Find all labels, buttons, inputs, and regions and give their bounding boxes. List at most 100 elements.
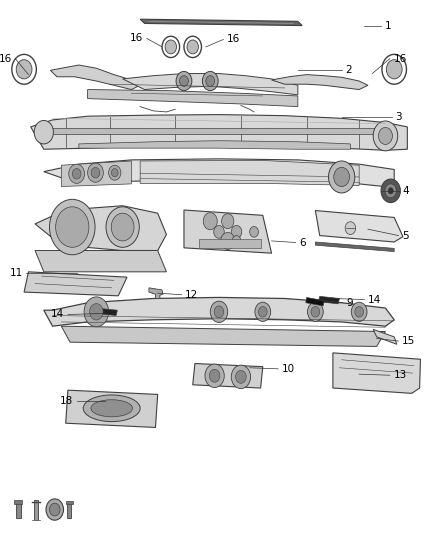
Polygon shape bbox=[373, 329, 397, 344]
Text: 16: 16 bbox=[130, 34, 143, 43]
Bar bbox=[66, 501, 73, 504]
Polygon shape bbox=[140, 160, 359, 185]
Circle shape bbox=[162, 36, 180, 58]
Text: 1: 1 bbox=[385, 21, 391, 30]
Circle shape bbox=[388, 188, 393, 194]
Text: 3: 3 bbox=[396, 112, 402, 122]
Polygon shape bbox=[315, 242, 394, 252]
Circle shape bbox=[231, 225, 242, 238]
Text: 9: 9 bbox=[346, 298, 353, 308]
Polygon shape bbox=[318, 296, 339, 304]
Circle shape bbox=[381, 179, 400, 203]
Polygon shape bbox=[61, 161, 131, 187]
Circle shape bbox=[12, 54, 36, 84]
Polygon shape bbox=[333, 353, 420, 393]
Circle shape bbox=[16, 60, 32, 79]
Text: 11: 11 bbox=[10, 269, 23, 278]
Circle shape bbox=[84, 297, 109, 327]
Text: 2: 2 bbox=[345, 66, 352, 75]
Polygon shape bbox=[149, 288, 163, 298]
Circle shape bbox=[49, 503, 60, 516]
Circle shape bbox=[109, 165, 121, 180]
Polygon shape bbox=[61, 326, 385, 346]
Circle shape bbox=[180, 76, 188, 86]
Circle shape bbox=[90, 304, 103, 320]
Circle shape bbox=[69, 164, 85, 183]
Circle shape bbox=[334, 167, 350, 187]
Circle shape bbox=[307, 302, 323, 321]
Circle shape bbox=[46, 499, 64, 520]
Circle shape bbox=[187, 40, 198, 54]
Polygon shape bbox=[140, 19, 302, 26]
Polygon shape bbox=[88, 90, 298, 107]
Polygon shape bbox=[123, 74, 298, 95]
Ellipse shape bbox=[91, 400, 132, 417]
Circle shape bbox=[232, 236, 241, 246]
Text: 15: 15 bbox=[402, 336, 415, 346]
Polygon shape bbox=[66, 390, 158, 427]
Circle shape bbox=[209, 369, 220, 382]
Bar bbox=[44, 128, 394, 134]
Bar bbox=[67, 502, 71, 518]
Polygon shape bbox=[44, 297, 394, 326]
Bar bbox=[199, 239, 261, 248]
Circle shape bbox=[91, 167, 100, 178]
Polygon shape bbox=[272, 75, 368, 90]
Circle shape bbox=[202, 71, 218, 91]
Polygon shape bbox=[44, 159, 394, 188]
Circle shape bbox=[236, 370, 246, 383]
Circle shape bbox=[382, 54, 406, 84]
Text: 16: 16 bbox=[227, 35, 240, 44]
Text: 14: 14 bbox=[368, 295, 381, 304]
Ellipse shape bbox=[83, 395, 140, 422]
Circle shape bbox=[203, 213, 217, 230]
Circle shape bbox=[386, 60, 402, 79]
Circle shape bbox=[165, 40, 177, 54]
Circle shape bbox=[255, 302, 271, 321]
Circle shape bbox=[49, 199, 95, 255]
Bar bbox=[16, 502, 21, 518]
Circle shape bbox=[231, 365, 251, 389]
Circle shape bbox=[88, 163, 103, 182]
Circle shape bbox=[184, 36, 201, 58]
Bar bbox=[14, 500, 22, 504]
Text: 18: 18 bbox=[60, 396, 73, 406]
Circle shape bbox=[205, 364, 224, 387]
Circle shape bbox=[56, 207, 89, 247]
Polygon shape bbox=[315, 211, 403, 242]
Polygon shape bbox=[184, 210, 272, 253]
Text: 12: 12 bbox=[185, 290, 198, 300]
Polygon shape bbox=[306, 297, 324, 306]
Circle shape bbox=[72, 168, 81, 179]
Circle shape bbox=[111, 168, 118, 177]
Circle shape bbox=[111, 213, 134, 241]
Circle shape bbox=[210, 301, 228, 322]
Bar bbox=[34, 500, 38, 520]
Circle shape bbox=[214, 306, 224, 318]
Circle shape bbox=[214, 225, 224, 238]
Circle shape bbox=[250, 227, 258, 237]
Circle shape bbox=[222, 214, 234, 229]
Circle shape bbox=[206, 76, 215, 86]
Circle shape bbox=[258, 306, 267, 317]
Text: 10: 10 bbox=[282, 364, 295, 374]
Text: 6: 6 bbox=[299, 238, 306, 247]
Circle shape bbox=[345, 222, 356, 235]
Polygon shape bbox=[193, 364, 263, 388]
Polygon shape bbox=[94, 308, 117, 316]
Text: 16: 16 bbox=[0, 54, 12, 63]
Polygon shape bbox=[50, 65, 140, 90]
Polygon shape bbox=[35, 251, 166, 272]
Polygon shape bbox=[24, 272, 127, 296]
Polygon shape bbox=[35, 206, 166, 251]
Circle shape bbox=[106, 207, 139, 247]
Circle shape bbox=[351, 302, 367, 321]
Circle shape bbox=[378, 127, 392, 144]
Text: 14: 14 bbox=[51, 310, 64, 319]
Text: 4: 4 bbox=[402, 186, 409, 196]
Text: 5: 5 bbox=[402, 231, 409, 240]
Circle shape bbox=[221, 232, 235, 249]
Polygon shape bbox=[31, 115, 407, 150]
Circle shape bbox=[373, 121, 398, 151]
Circle shape bbox=[385, 184, 396, 198]
